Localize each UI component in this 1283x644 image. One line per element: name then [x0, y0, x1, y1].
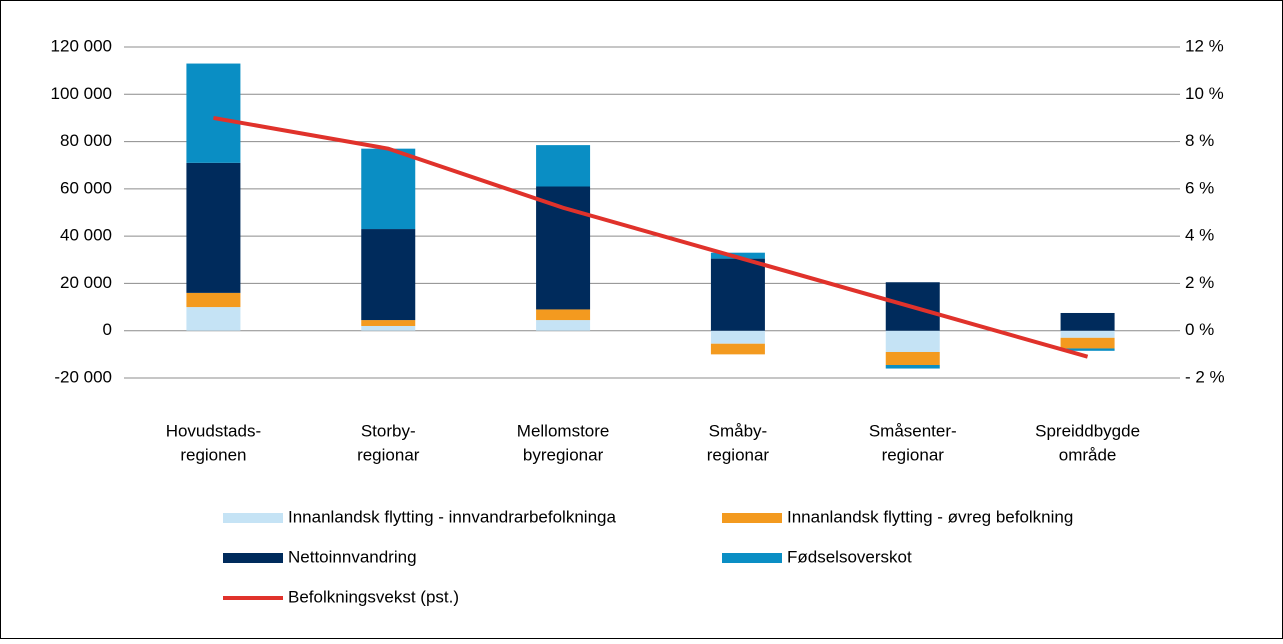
x-tick-label: Mellomstore	[517, 421, 610, 440]
x-tick-label: Storby-	[361, 421, 416, 440]
bar	[710, 258, 765, 331]
x-tick-label: Spreiddbygde	[1035, 421, 1140, 440]
bar	[186, 162, 241, 293]
bar	[710, 330, 765, 344]
x-tick-label: byregionar	[523, 445, 604, 464]
x-tick-label: regionar	[882, 445, 945, 464]
bar	[885, 330, 940, 352]
y-tick-label: 0	[103, 320, 112, 339]
legend-label: Innanlandsk flytting - innvandrarbefolkn…	[288, 507, 616, 526]
x-tick-label: regionen	[180, 445, 246, 464]
legend-label: Fødselsoverskot	[787, 547, 912, 566]
y-tick-label: 80 000	[60, 131, 112, 150]
y2-tick-label: 6 %	[1185, 178, 1214, 197]
y2-tick-label: 4 %	[1185, 226, 1214, 245]
y2-tick-label: 0 %	[1185, 320, 1214, 339]
x-tick-label: område	[1059, 445, 1117, 464]
bar	[186, 307, 241, 331]
y2-tick-label: 10 %	[1185, 84, 1224, 103]
x-tick-label: Hovudstads-	[166, 421, 261, 440]
y-tick-label: -20 000	[54, 367, 112, 386]
y-tick-label: 40 000	[60, 226, 112, 245]
bar	[361, 320, 416, 326]
bar	[536, 309, 591, 321]
y-tick-label: 120 000	[51, 36, 112, 55]
y-tick-label: 20 000	[60, 273, 112, 292]
x-tick-label: Småby-	[709, 421, 768, 440]
legend-label: Befolkningsvekst (pst.)	[288, 587, 459, 606]
y2-tick-label: 12 %	[1185, 36, 1224, 55]
y2-tick-label: 2 %	[1185, 273, 1214, 292]
bar	[710, 343, 765, 355]
x-tick-label: Småsenter-	[869, 421, 957, 440]
bar	[1060, 330, 1115, 338]
bar	[536, 186, 591, 310]
bar	[1060, 312, 1115, 331]
y2-tick-label: 8 %	[1185, 131, 1214, 150]
bar	[536, 320, 591, 331]
bar	[885, 351, 940, 365]
legend-swatch	[223, 553, 283, 563]
y-tick-label: 100 000	[51, 84, 112, 103]
bar	[186, 63, 241, 163]
legend-swatch	[722, 553, 782, 563]
bar	[186, 292, 241, 308]
bar	[1060, 348, 1115, 351]
bar	[536, 145, 591, 187]
bar	[885, 364, 940, 369]
x-tick-label: regionar	[707, 445, 770, 464]
line	[213, 115, 1089, 359]
y-tick-label: 60 000	[60, 178, 112, 197]
y2-tick-label: - 2 %	[1185, 367, 1225, 386]
bar	[361, 148, 416, 230]
legend-swatch	[722, 513, 782, 523]
bar	[361, 325, 416, 331]
x-tick-label: regionar	[357, 445, 420, 464]
bar	[361, 229, 416, 321]
bar	[1060, 337, 1115, 349]
legend-swatch	[223, 513, 283, 523]
legend-label: Innanlandsk flytting - øvreg befolkning	[787, 507, 1073, 526]
legend-label: Nettoinnvandring	[288, 547, 417, 566]
